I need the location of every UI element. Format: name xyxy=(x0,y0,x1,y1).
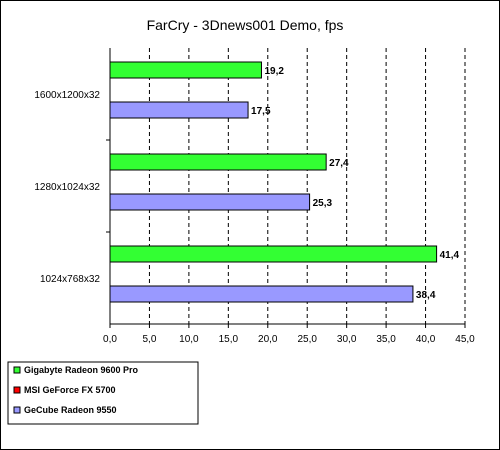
legend-swatch xyxy=(13,406,21,414)
category-label: 1024x768x32 xyxy=(40,274,100,285)
data-label: 17,5 xyxy=(251,106,271,117)
x-tick-label: 45,0 xyxy=(455,334,475,345)
x-tick-label: 0,0 xyxy=(103,334,117,345)
x-tick-label: 20,0 xyxy=(258,334,278,345)
x-tick-label: 5,0 xyxy=(142,334,156,345)
x-tick-label: 15,0 xyxy=(219,334,239,345)
data-label: 19,2 xyxy=(264,66,284,77)
legend-entry: Gigabyte Radeon 9600 Pro xyxy=(24,365,139,375)
chart-title: FarCry - 3Dnews001 Demo, fps xyxy=(147,17,344,33)
x-tick-label: 25,0 xyxy=(297,334,317,345)
x-tick-labels: 0,0 5,0 10,0 15,0 20,0 25,0 30,0 35,0 40,0 45,0 xyxy=(103,334,475,345)
axes xyxy=(106,48,466,328)
category-label: 1600x1200x32 xyxy=(34,90,100,101)
x-tick-label: 40,0 xyxy=(416,334,436,345)
data-label: 25,3 xyxy=(313,198,333,209)
legend-entry: MSI GeForce FX 5700 xyxy=(24,385,116,395)
x-tick-label: 10,0 xyxy=(179,334,199,345)
gridlines xyxy=(148,48,466,324)
category-labels: 1600x1200x32 1280x1024x32 1024x768x32 xyxy=(34,90,100,285)
x-tick-label: 30,0 xyxy=(337,334,357,345)
bar xyxy=(109,245,438,263)
legend-swatch xyxy=(13,386,21,394)
bar xyxy=(109,61,262,79)
bar xyxy=(109,101,249,119)
data-label: 41,4 xyxy=(440,250,460,261)
category-label: 1280x1024x32 xyxy=(34,182,100,193)
bars: 19,2 17,5 27,4 25,3 41,4 38,4 xyxy=(109,61,460,303)
legend-box xyxy=(7,361,199,425)
data-label: 27,4 xyxy=(329,158,349,169)
x-tick-label: 35,0 xyxy=(376,334,396,345)
bar xyxy=(109,285,414,303)
legend-entry: GeCube Radeon 9550 xyxy=(24,405,117,415)
bar xyxy=(109,153,327,171)
data-label: 38,4 xyxy=(416,290,436,301)
legend: Gigabyte Radeon 9600 Pro MSI GeForce FX 5… xyxy=(7,361,199,425)
bar xyxy=(109,193,311,211)
legend-swatch xyxy=(13,366,21,374)
